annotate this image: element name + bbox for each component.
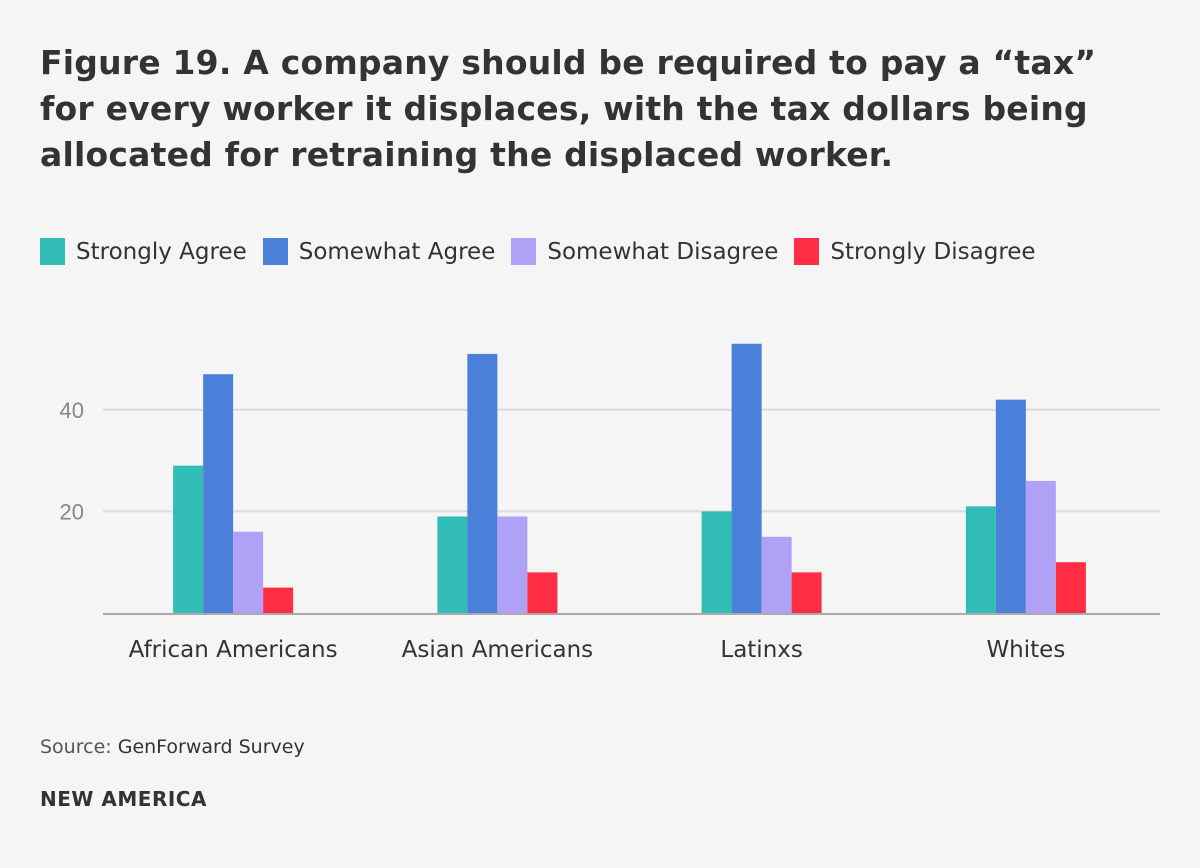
bar-somewhat-agree (467, 353, 498, 613)
x-tick-label: African Americans (129, 637, 338, 663)
bar-somewhat-disagree (233, 531, 264, 613)
legend-label: Somewhat Disagree (547, 238, 779, 265)
bar-strongly-disagree (527, 572, 558, 613)
x-tick-label: Latinxs (720, 637, 803, 663)
bar-somewhat-disagree (1025, 480, 1056, 613)
brand-logo-text: NEW AMERICA (40, 787, 207, 811)
bar-somewhat-disagree (497, 516, 528, 613)
source-value: GenForward Survey (117, 736, 305, 758)
bar-somewhat-agree (731, 343, 762, 613)
y-tick-label: 40 (60, 398, 84, 423)
legend-label: Somewhat Agree (298, 238, 496, 265)
bar-somewhat-agree (995, 399, 1026, 613)
legend-label: Strongly Agree (76, 238, 247, 265)
legend-item-somewhat-disagree: Somewhat Disagree (511, 238, 778, 265)
bar-strongly-agree (437, 516, 468, 613)
source-note: Source: GenForward Survey (40, 736, 305, 758)
x-tick-label: Asian Americans (402, 637, 594, 663)
bar-strongly-disagree (791, 572, 822, 613)
y-tick-label: 20 (60, 499, 84, 524)
legend-label: Strongly Disagree (830, 238, 1036, 265)
bar-somewhat-agree (203, 374, 234, 613)
bar-strongly-disagree (1055, 562, 1086, 613)
legend: Strongly Agree Somewhat Agree Somewhat D… (40, 238, 1052, 265)
bar-strongly-disagree (263, 587, 294, 613)
legend-item-somewhat-agree: Somewhat Agree (262, 238, 496, 265)
source-label: Source: (40, 736, 112, 758)
legend-swatch (794, 238, 820, 265)
bar-strongly-agree (701, 511, 732, 613)
legend-swatch (40, 238, 65, 265)
legend-item-strongly-agree: Strongly Agree (40, 238, 247, 265)
chart-title: Figure 19. A company should be required … (40, 43, 1097, 174)
legend-swatch (262, 238, 288, 265)
x-tick-label: Whites (986, 637, 1065, 663)
bar-somewhat-disagree (761, 536, 792, 613)
bar-strongly-agree (173, 465, 204, 613)
legend-swatch (511, 238, 537, 265)
bar-strongly-agree (965, 506, 996, 613)
legend-item-strongly-disagree: Strongly Disagree (794, 238, 1036, 265)
